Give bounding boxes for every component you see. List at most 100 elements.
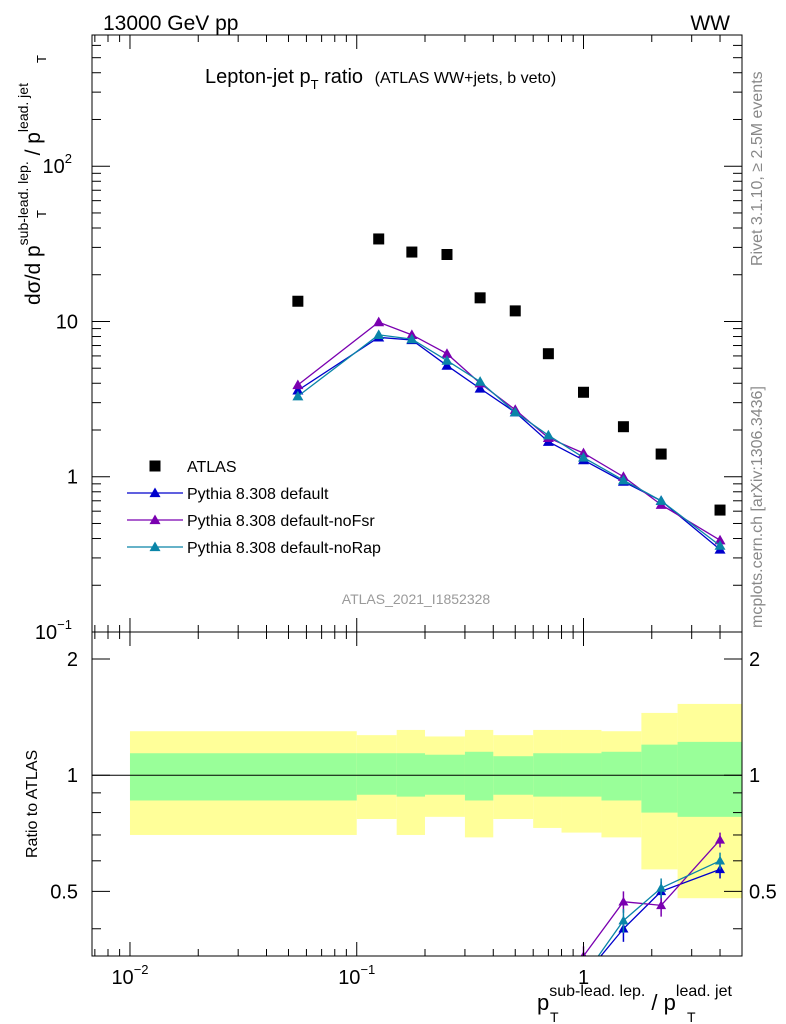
legend: ATLAS Pythia 8.308 default Pythia 8.308 de… <box>127 459 381 557</box>
data-point-noFsr <box>373 316 385 327</box>
x-label-sup2: lead. jet <box>676 983 733 1000</box>
main-y-tick-label-exp: 2 <box>65 151 72 166</box>
data-point-noRap <box>509 406 521 417</box>
ratio-plot-area <box>92 703 742 956</box>
data-point-noRap <box>441 355 453 365</box>
band-inner <box>677 741 742 817</box>
plot-title: Lepton-jet pT ratio (ATLAS WW+jets, b ve… <box>205 66 556 92</box>
data-point-default <box>474 383 486 393</box>
analysis-id: ATLAS_2021_I1852328 <box>342 591 491 607</box>
data-point-atlas <box>714 504 726 516</box>
x-tick-label-exp: −1 <box>360 962 375 977</box>
main-y-tick-label: 10−1 <box>35 617 72 644</box>
data-point-noFsr <box>441 348 453 358</box>
band-inner <box>641 744 678 813</box>
legend-label-data: ATLAS <box>187 459 237 476</box>
main-y-tick-label-exp: −1 <box>57 617 72 632</box>
data-point-noFsr <box>714 534 726 545</box>
legend-label-noRap: Pythia 8.308 default-noRap <box>187 540 381 557</box>
main-plot-area <box>292 233 726 554</box>
x-label-slash: / p <box>645 990 676 1015</box>
x-label-sub-T1: T <box>550 1009 559 1024</box>
x-tick-label: 10−2 <box>111 962 148 989</box>
band-inner <box>601 751 642 801</box>
main-y-tick-label-base: 10 <box>43 156 65 178</box>
y-label-sup1: sub-lead. lep. <box>15 161 31 245</box>
y-label-part2: / p <box>22 132 45 161</box>
data-point-noRap <box>406 333 418 344</box>
data-point-noRap <box>655 495 667 505</box>
x-tick-label-exp: −2 <box>134 962 149 977</box>
data-point-atlas <box>373 233 385 245</box>
process-label: WW <box>690 12 730 35</box>
ratio-y-tick-label-right: 2 <box>749 649 760 671</box>
ratio-y-tick-label: 0.5 <box>50 881 78 903</box>
y-label-sub-T2: T <box>34 55 49 63</box>
plot-title-detail: (ATLAS WW+jets, b veto) <box>375 70 557 87</box>
data-point-noRap <box>373 329 385 339</box>
data-point-noRap <box>542 429 554 440</box>
data-point-noFsr <box>292 379 304 390</box>
x-tick-label: 1 <box>578 967 589 989</box>
data-point-atlas <box>406 246 418 258</box>
ratio-point-noRap <box>618 915 629 925</box>
data-point-atlas <box>617 421 629 433</box>
data-point-atlas <box>441 249 453 261</box>
main-y-tick-label-base: 10 <box>35 622 57 644</box>
ratio-y-tick-label: 2 <box>67 649 78 671</box>
legend-label-noFsr: Pythia 8.308 default-noFsr <box>187 513 375 530</box>
band-inner <box>356 753 397 795</box>
ratio-y-tick-label-right: 0.5 <box>749 881 777 903</box>
main-y-axis-label: dσ/d psub-lead. lep. / plead. jet <box>15 83 45 305</box>
x-tick-label-base: 1 <box>578 967 589 989</box>
band-inner <box>129 753 357 801</box>
plot-title-main: Lepton-jet p <box>205 66 311 88</box>
band-inner <box>464 751 494 801</box>
data-point-default <box>441 360 453 370</box>
data-point-atlas <box>474 292 486 304</box>
ratio-y-tick-label-right: 1 <box>749 765 760 787</box>
ratio-point-noFsr <box>656 900 667 910</box>
main-y-tick-label: 10 <box>56 311 78 333</box>
ratio-point-noFsr <box>715 834 726 844</box>
legend-marker-noFsr <box>149 514 161 525</box>
x-label-p1: p <box>537 990 549 1015</box>
plot-title-sub: T <box>311 77 319 92</box>
x-tick-label-base: 10 <box>111 967 133 989</box>
legend-label-default: Pythia 8.308 default <box>187 486 329 503</box>
ratio-panel: 10−2 10−1 10.5 0.51 12 2 <box>50 631 777 989</box>
data-point-atlas <box>292 295 304 307</box>
mcplots-label: mcplots.cern.ch [arXiv:1306.3436] <box>749 386 766 628</box>
data-point-atlas <box>578 386 590 398</box>
legend-marker-atlas <box>149 460 161 472</box>
y-label-sup2: lead. jet <box>15 83 31 132</box>
x-axis-label: psub-lead. lep. / plead. jet <box>537 983 732 1015</box>
y-label-part1: dσ/d p <box>22 245 45 305</box>
main-y-tick-label-base: 10 <box>56 311 78 333</box>
energy-label: 13000 GeV pp <box>103 12 238 35</box>
data-point-noRap <box>617 474 629 485</box>
data-point-atlas <box>542 348 554 360</box>
data-point-noRap <box>578 452 590 462</box>
x-label-sub-T2: T <box>687 1009 696 1024</box>
data-point-noRap <box>474 376 486 386</box>
main-y-tick-label: 102 <box>43 151 72 178</box>
ratio-point-noFsr <box>618 896 629 906</box>
legend-marker-noRap <box>149 541 161 552</box>
main-y-tick-label-base: 1 <box>67 467 78 489</box>
rivet-label: Rivet 3.1.10, ≥ 2.5M events <box>749 71 766 266</box>
main-y-tick-label: 1 <box>67 467 78 489</box>
plot-title-suffix: ratio <box>319 66 363 88</box>
ratio-point-noRap <box>656 883 667 892</box>
data-point-noRap <box>292 390 304 401</box>
data-point-default <box>292 384 304 395</box>
x-tick-label: 10−1 <box>338 962 375 989</box>
data-point-noRap <box>714 540 726 550</box>
y-label-sub-T1: T <box>34 210 49 218</box>
ratio-axes: 10−2 10−1 10.5 0.51 12 2 <box>50 632 777 989</box>
ratio-frame <box>91 631 743 957</box>
data-point-atlas <box>655 448 667 460</box>
ratio-point-noRap <box>715 855 726 865</box>
